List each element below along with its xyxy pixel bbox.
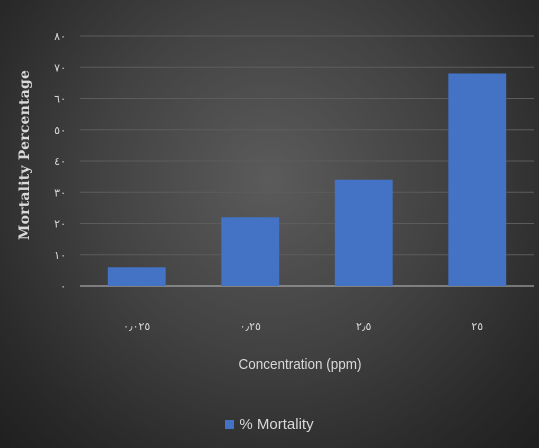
y-tick-label: ٨٠	[54, 30, 66, 43]
bar	[107, 267, 166, 286]
bar	[448, 73, 507, 286]
legend: % Mortality	[0, 416, 539, 433]
y-tick-label: ٧٠	[54, 61, 66, 74]
y-tick-label: ٣٠	[54, 186, 66, 199]
x-tick-label: ٠٫٢٥	[240, 320, 261, 333]
y-axis-label-text: Mortality Percentage	[17, 69, 34, 241]
bar	[334, 179, 393, 286]
legend-label: % Mortality	[239, 416, 314, 433]
x-tick-label: ٢٫٥	[356, 320, 371, 333]
legend-swatch	[225, 420, 235, 429]
y-tick-label: ٦٠	[54, 93, 66, 106]
bar	[221, 217, 280, 286]
x-axis-label: Concentration (ppm)	[238, 356, 362, 373]
y-tick-label: ٤٠	[54, 155, 66, 168]
y-tick-label: ٢٠	[54, 218, 66, 231]
y-tick-label: ٠	[60, 280, 66, 293]
y-axis-label: Mortality Percentage	[10, 30, 40, 280]
y-tick-label: ١٠	[54, 249, 66, 262]
x-tick-label: ٢٥	[471, 320, 483, 333]
y-tick-label: ٥٠	[54, 124, 66, 137]
x-tick-label: ٠٫٠٢٥	[123, 320, 150, 333]
